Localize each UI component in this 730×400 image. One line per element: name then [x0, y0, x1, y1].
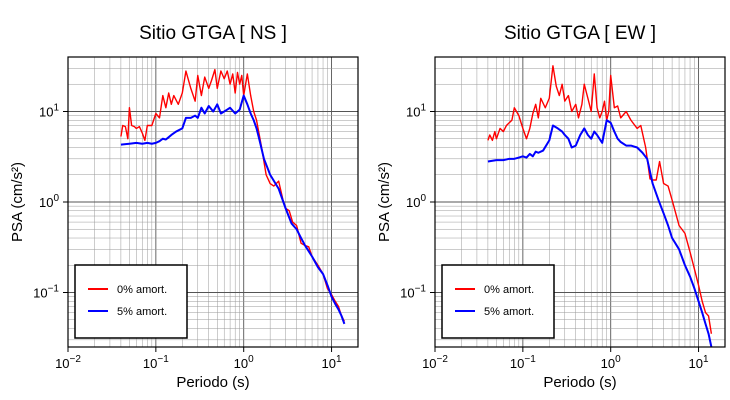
y-axis-label: PSA (cm/s²) [9, 162, 26, 242]
legend-box [441, 264, 555, 339]
y-tick-label: 101 [39, 102, 59, 119]
y-tick-label: 10−1 [33, 284, 59, 301]
x-tick-label: 10−2 [422, 354, 448, 371]
x-tick-exp: 0 [248, 354, 254, 365]
series-line-undamped [487, 65, 713, 334]
series-line-damped [487, 119, 713, 348]
legend-box [74, 264, 188, 339]
x-tick-base: 10 [601, 356, 615, 371]
y-tick-exp: 1 [53, 102, 59, 113]
legend-label: 0% amort. [117, 284, 167, 296]
x-tick-exp: 1 [336, 354, 342, 365]
y-tick-label: 10−1 [400, 284, 426, 301]
legend-label: 0% amort. [484, 284, 534, 296]
x-tick-label: 100 [601, 354, 621, 371]
y-tick-base: 10 [39, 104, 53, 119]
legend: 0% amort. 5% amort. [74, 264, 188, 339]
y-tick-base: 10 [406, 195, 420, 210]
x-tick-exp: −2 [437, 354, 449, 365]
y-tick-base: 10 [39, 195, 53, 210]
y-tick-exp: −1 [415, 284, 427, 295]
x-tick-base: 10 [510, 356, 524, 371]
x-axis-label: Periodo (s) [176, 374, 249, 391]
y-tick-exp: 0 [420, 193, 426, 204]
y-tick-base: 10 [406, 104, 420, 119]
x-tick-exp: 1 [703, 354, 709, 365]
x-tick-base: 10 [55, 356, 69, 371]
y-tick-exp: −1 [48, 284, 60, 295]
chart-title: Sitio GTGA [ NS ] [139, 23, 287, 44]
x-tick-exp: −1 [524, 354, 536, 365]
legend-label: 5% amort. [117, 306, 167, 318]
x-axis-label: Periodo (s) [543, 374, 616, 391]
y-tick-exp: 0 [53, 193, 59, 204]
series-line-undamped [120, 68, 346, 322]
x-tick-exp: 0 [615, 354, 621, 365]
x-tick-base: 10 [322, 356, 336, 371]
legend: 0% amort. 5% amort. [441, 264, 555, 339]
x-tick-label: 10−1 [510, 354, 536, 371]
x-tick-label: 10−1 [143, 354, 169, 371]
x-tick-base: 10 [234, 356, 248, 371]
y-tick-exp: 1 [420, 102, 426, 113]
x-tick-label: 101 [689, 354, 709, 371]
series-line-damped [120, 94, 346, 325]
y-axis-label: PSA (cm/s²) [376, 162, 393, 242]
x-tick-exp: −1 [157, 354, 169, 365]
y-tick-label: 100 [39, 193, 59, 210]
x-tick-exp: −2 [70, 354, 82, 365]
x-tick-base: 10 [422, 356, 436, 371]
y-tick-label: 100 [406, 193, 426, 210]
legend-label: 5% amort. [484, 306, 534, 318]
x-tick-base: 10 [689, 356, 703, 371]
chart-title: Sitio GTGA [ EW ] [504, 23, 656, 44]
x-tick-label: 101 [322, 354, 342, 371]
x-tick-label: 10−2 [55, 354, 81, 371]
x-tick-label: 100 [234, 354, 254, 371]
y-tick-label: 101 [406, 102, 426, 119]
y-tick-base: 10 [400, 286, 414, 301]
x-tick-base: 10 [143, 356, 157, 371]
y-tick-base: 10 [33, 286, 47, 301]
